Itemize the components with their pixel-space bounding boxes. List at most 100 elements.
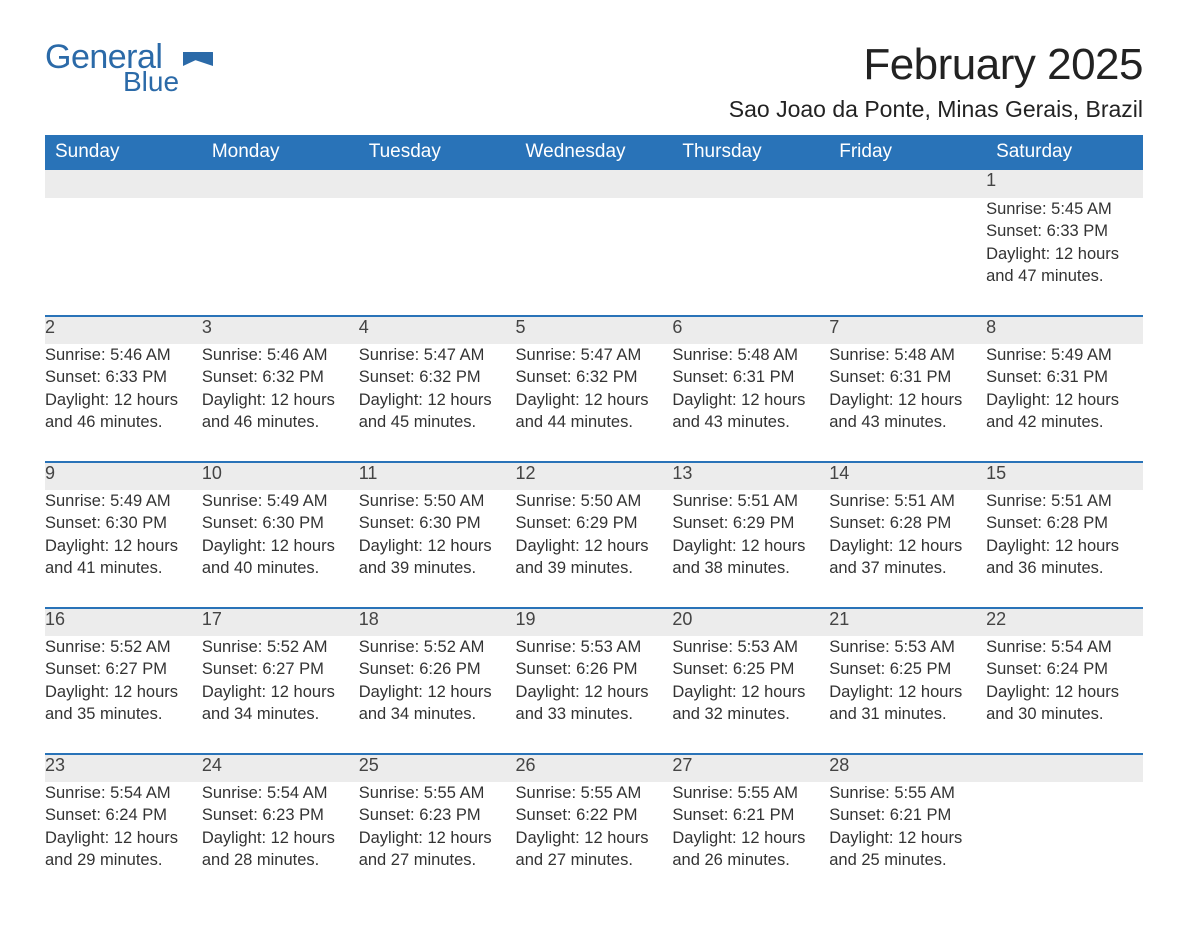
sunrise-text: Sunrise: 5:54 AM	[45, 782, 202, 804]
day-number-cell	[202, 170, 359, 198]
daylight-text: Daylight: 12 hours and 46 minutes.	[202, 389, 359, 434]
day-number-cell: 21	[829, 608, 986, 636]
day-number-cell: 18	[359, 608, 516, 636]
sunset-text: Sunset: 6:22 PM	[516, 804, 673, 826]
day-number-cell: 12	[516, 462, 673, 490]
day-detail-cell: Sunrise: 5:47 AMSunset: 6:32 PMDaylight:…	[516, 344, 673, 462]
location-subtitle: Sao Joao da Ponte, Minas Gerais, Brazil	[729, 96, 1143, 123]
daylight-text: Daylight: 12 hours and 27 minutes.	[516, 827, 673, 872]
day-detail-cell: Sunrise: 5:46 AMSunset: 6:32 PMDaylight:…	[202, 344, 359, 462]
day-detail-cell: Sunrise: 5:54 AMSunset: 6:24 PMDaylight:…	[986, 636, 1143, 754]
daylight-text: Daylight: 12 hours and 31 minutes.	[829, 681, 986, 726]
sunset-text: Sunset: 6:28 PM	[986, 512, 1143, 534]
day-detail-cell: Sunrise: 5:45 AMSunset: 6:33 PMDaylight:…	[986, 198, 1143, 316]
daylight-text: Daylight: 12 hours and 45 minutes.	[359, 389, 516, 434]
day-number-cell: 7	[829, 316, 986, 344]
sunrise-text: Sunrise: 5:53 AM	[672, 636, 829, 658]
sunrise-text: Sunrise: 5:50 AM	[516, 490, 673, 512]
day-detail-row: Sunrise: 5:45 AMSunset: 6:33 PMDaylight:…	[45, 198, 1143, 316]
sunrise-text: Sunrise: 5:52 AM	[45, 636, 202, 658]
brand-word-2: Blue	[123, 68, 179, 96]
daylight-text: Daylight: 12 hours and 28 minutes.	[202, 827, 359, 872]
daylight-text: Daylight: 12 hours and 29 minutes.	[45, 827, 202, 872]
day-detail-cell: Sunrise: 5:54 AMSunset: 6:23 PMDaylight:…	[202, 782, 359, 900]
day-detail-cell: Sunrise: 5:55 AMSunset: 6:21 PMDaylight:…	[829, 782, 986, 900]
day-detail-cell: Sunrise: 5:50 AMSunset: 6:30 PMDaylight:…	[359, 490, 516, 608]
day-detail-row: Sunrise: 5:52 AMSunset: 6:27 PMDaylight:…	[45, 636, 1143, 754]
day-number-cell: 19	[516, 608, 673, 636]
day-number-cell: 22	[986, 608, 1143, 636]
day-detail-cell: Sunrise: 5:55 AMSunset: 6:22 PMDaylight:…	[516, 782, 673, 900]
sunset-text: Sunset: 6:25 PM	[672, 658, 829, 680]
day-header-row: Sunday Monday Tuesday Wednesday Thursday…	[45, 135, 1143, 170]
day-detail-cell: Sunrise: 5:55 AMSunset: 6:21 PMDaylight:…	[672, 782, 829, 900]
sunrise-text: Sunrise: 5:53 AM	[829, 636, 986, 658]
daylight-text: Daylight: 12 hours and 37 minutes.	[829, 535, 986, 580]
daylight-text: Daylight: 12 hours and 35 minutes.	[45, 681, 202, 726]
sunset-text: Sunset: 6:21 PM	[672, 804, 829, 826]
sunrise-text: Sunrise: 5:50 AM	[359, 490, 516, 512]
day-detail-cell	[202, 198, 359, 316]
day-number-cell: 15	[986, 462, 1143, 490]
day-detail-cell: Sunrise: 5:52 AMSunset: 6:27 PMDaylight:…	[202, 636, 359, 754]
sunrise-text: Sunrise: 5:51 AM	[986, 490, 1143, 512]
sunrise-text: Sunrise: 5:52 AM	[202, 636, 359, 658]
daylight-text: Daylight: 12 hours and 42 minutes.	[986, 389, 1143, 434]
day-detail-row: Sunrise: 5:54 AMSunset: 6:24 PMDaylight:…	[45, 782, 1143, 900]
daylight-text: Daylight: 12 hours and 30 minutes.	[986, 681, 1143, 726]
day-number-cell: 9	[45, 462, 202, 490]
sunset-text: Sunset: 6:28 PM	[829, 512, 986, 534]
day-detail-cell	[986, 782, 1143, 900]
day-detail-cell	[829, 198, 986, 316]
day-detail-cell	[672, 198, 829, 316]
day-detail-cell: Sunrise: 5:51 AMSunset: 6:28 PMDaylight:…	[829, 490, 986, 608]
day-number-cell	[359, 170, 516, 198]
day-header: Friday	[829, 135, 986, 170]
day-number-cell: 17	[202, 608, 359, 636]
day-number-cell: 8	[986, 316, 1143, 344]
day-number-cell	[986, 754, 1143, 782]
daylight-text: Daylight: 12 hours and 34 minutes.	[202, 681, 359, 726]
daylight-text: Daylight: 12 hours and 26 minutes.	[672, 827, 829, 872]
day-number-cell: 10	[202, 462, 359, 490]
day-header: Wednesday	[516, 135, 673, 170]
day-detail-cell: Sunrise: 5:48 AMSunset: 6:31 PMDaylight:…	[672, 344, 829, 462]
day-number-cell: 2	[45, 316, 202, 344]
flag-icon	[183, 48, 213, 70]
sunrise-text: Sunrise: 5:47 AM	[359, 344, 516, 366]
sunset-text: Sunset: 6:32 PM	[202, 366, 359, 388]
day-detail-cell: Sunrise: 5:49 AMSunset: 6:31 PMDaylight:…	[986, 344, 1143, 462]
sunrise-text: Sunrise: 5:48 AM	[672, 344, 829, 366]
sunrise-text: Sunrise: 5:51 AM	[829, 490, 986, 512]
sunrise-text: Sunrise: 5:47 AM	[516, 344, 673, 366]
day-number-row: 232425262728	[45, 754, 1143, 782]
day-detail-row: Sunrise: 5:46 AMSunset: 6:33 PMDaylight:…	[45, 344, 1143, 462]
day-detail-cell: Sunrise: 5:54 AMSunset: 6:24 PMDaylight:…	[45, 782, 202, 900]
sunset-text: Sunset: 6:23 PM	[359, 804, 516, 826]
day-number-row: 16171819202122	[45, 608, 1143, 636]
sunrise-text: Sunrise: 5:53 AM	[516, 636, 673, 658]
daylight-text: Daylight: 12 hours and 39 minutes.	[359, 535, 516, 580]
sunset-text: Sunset: 6:26 PM	[516, 658, 673, 680]
day-detail-cell: Sunrise: 5:46 AMSunset: 6:33 PMDaylight:…	[45, 344, 202, 462]
sunset-text: Sunset: 6:26 PM	[359, 658, 516, 680]
day-number-cell: 26	[516, 754, 673, 782]
sunset-text: Sunset: 6:27 PM	[45, 658, 202, 680]
brand-logo: General Blue	[45, 40, 213, 96]
day-number-row: 1	[45, 170, 1143, 198]
daylight-text: Daylight: 12 hours and 38 minutes.	[672, 535, 829, 580]
daylight-text: Daylight: 12 hours and 34 minutes.	[359, 681, 516, 726]
sunrise-text: Sunrise: 5:55 AM	[359, 782, 516, 804]
sunrise-text: Sunrise: 5:46 AM	[202, 344, 359, 366]
day-header: Tuesday	[359, 135, 516, 170]
sunrise-text: Sunrise: 5:46 AM	[45, 344, 202, 366]
sunrise-text: Sunrise: 5:55 AM	[516, 782, 673, 804]
day-header: Thursday	[672, 135, 829, 170]
sunset-text: Sunset: 6:32 PM	[516, 366, 673, 388]
day-detail-cell	[516, 198, 673, 316]
sunset-text: Sunset: 6:30 PM	[359, 512, 516, 534]
sunrise-text: Sunrise: 5:49 AM	[45, 490, 202, 512]
day-number-cell: 5	[516, 316, 673, 344]
day-number-cell	[516, 170, 673, 198]
sunrise-text: Sunrise: 5:55 AM	[672, 782, 829, 804]
